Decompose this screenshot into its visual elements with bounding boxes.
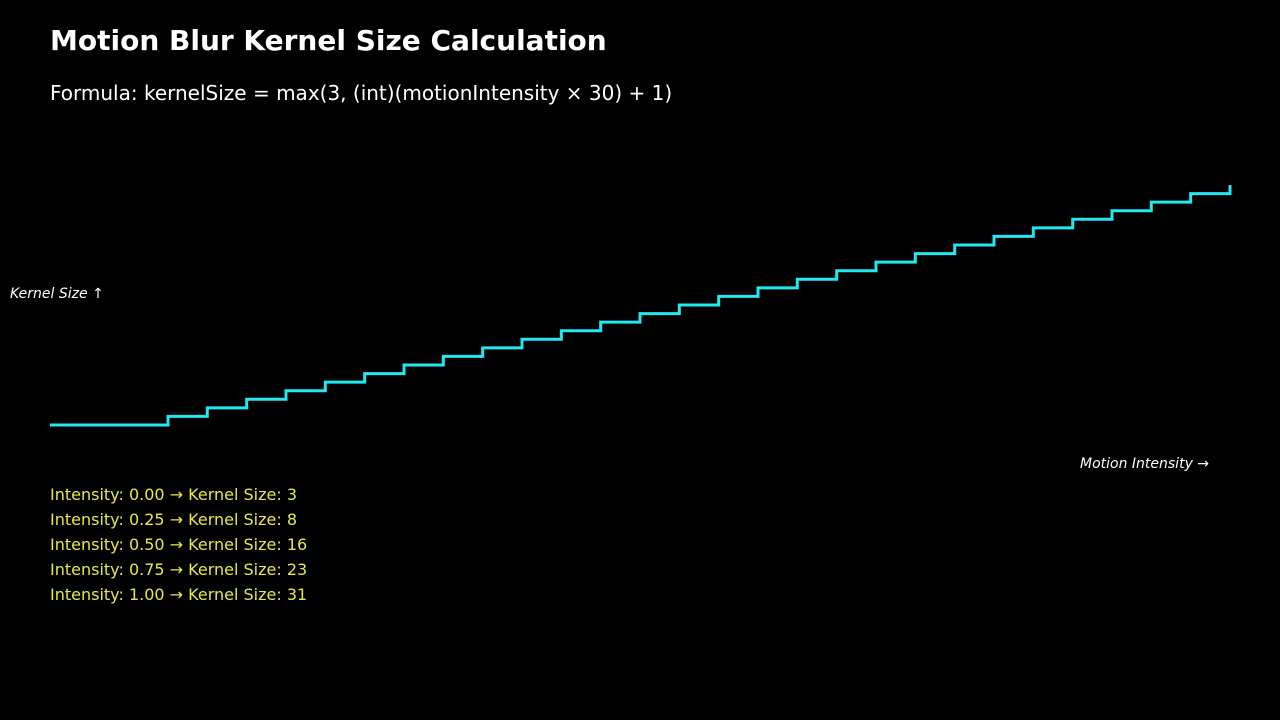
- sample-values-list: Intensity: 0.00 → Kernel Size: 3 Intensi…: [50, 484, 307, 609]
- x-axis-label: Motion Intensity →: [1080, 456, 1210, 472]
- sample-row: Intensity: 0.50 → Kernel Size: 16: [50, 535, 308, 554]
- sample-row: Intensity: 0.25 → Kernel Size: 8: [50, 510, 298, 529]
- kernel-size-step-line: [50, 185, 1232, 427]
- chart-title: Motion Blur Kernel Size Calculation: [50, 24, 607, 57]
- sample-row: Intensity: 1.00 → Kernel Size: 31: [50, 585, 308, 604]
- formula-text: Formula: kernelSize = max(3, (int)(motio…: [50, 81, 673, 105]
- y-axis-label: Kernel Size ↑: [10, 286, 104, 302]
- sample-row: Intensity: 0.75 → Kernel Size: 23: [50, 560, 308, 579]
- sample-row: Intensity: 0.00 → Kernel Size: 3: [50, 485, 298, 504]
